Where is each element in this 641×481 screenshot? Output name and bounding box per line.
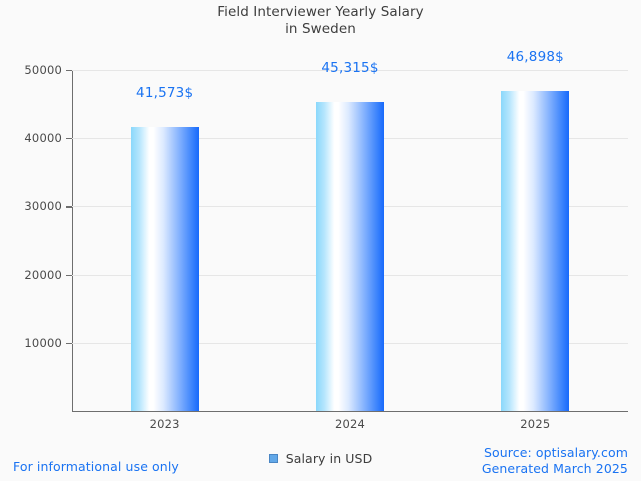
- x-axis-tick-label: 2023: [149, 417, 180, 431]
- bar-value-label: 46,898$: [506, 49, 564, 66]
- footer-source-line: Source: optisalary.com: [483, 445, 628, 460]
- footer-source: Source: optisalary.com Generated March 2…: [482, 445, 628, 476]
- bar-2023[interactable]: [130, 127, 199, 411]
- y-axis-tick-label: 40000: [24, 131, 62, 146]
- legend-item-label: Salary in USD: [285, 451, 373, 466]
- bar-2025[interactable]: [501, 91, 570, 411]
- legend-swatch-icon: [268, 454, 278, 463]
- footer-generated-line: Generated March 2025: [481, 460, 628, 476]
- footer-disclaimer: For informational use only: [13, 459, 179, 474]
- bar-2024[interactable]: [316, 101, 384, 411]
- tick-mark: [66, 342, 72, 344]
- plot-area: 10000 20000 30000 40000 50000: [24, 63, 628, 411]
- gridline: [72, 70, 628, 71]
- bar-value-label: 45,315$: [321, 59, 379, 76]
- x-axis-line: [72, 410, 628, 412]
- chart-title-line-1: Field Interviewer Yearly Salary: [217, 4, 424, 20]
- chart-title: Field Interviewer Yearly Salary in Swede…: [0, 4, 641, 38]
- chart-legend: Salary in USD: [0, 451, 641, 466]
- tick-mark: [66, 274, 72, 276]
- tick-mark: [66, 138, 72, 140]
- y-axis-tick-label: 20000: [24, 267, 62, 282]
- y-axis-line: [72, 70, 74, 412]
- bar-value-label: 41,573$: [136, 85, 194, 102]
- x-axis-tick-label: 2024: [334, 417, 366, 431]
- chart-title-line-2: in Sweden: [285, 21, 356, 37]
- tick-mark: [66, 70, 72, 72]
- x-axis-tick-label: 2025: [520, 417, 551, 431]
- y-axis-tick-label: 50000: [24, 63, 62, 77]
- y-axis-tick-label: 30000: [24, 199, 62, 214]
- y-axis-tick-label: 10000: [24, 335, 62, 350]
- tick-mark: [66, 206, 72, 208]
